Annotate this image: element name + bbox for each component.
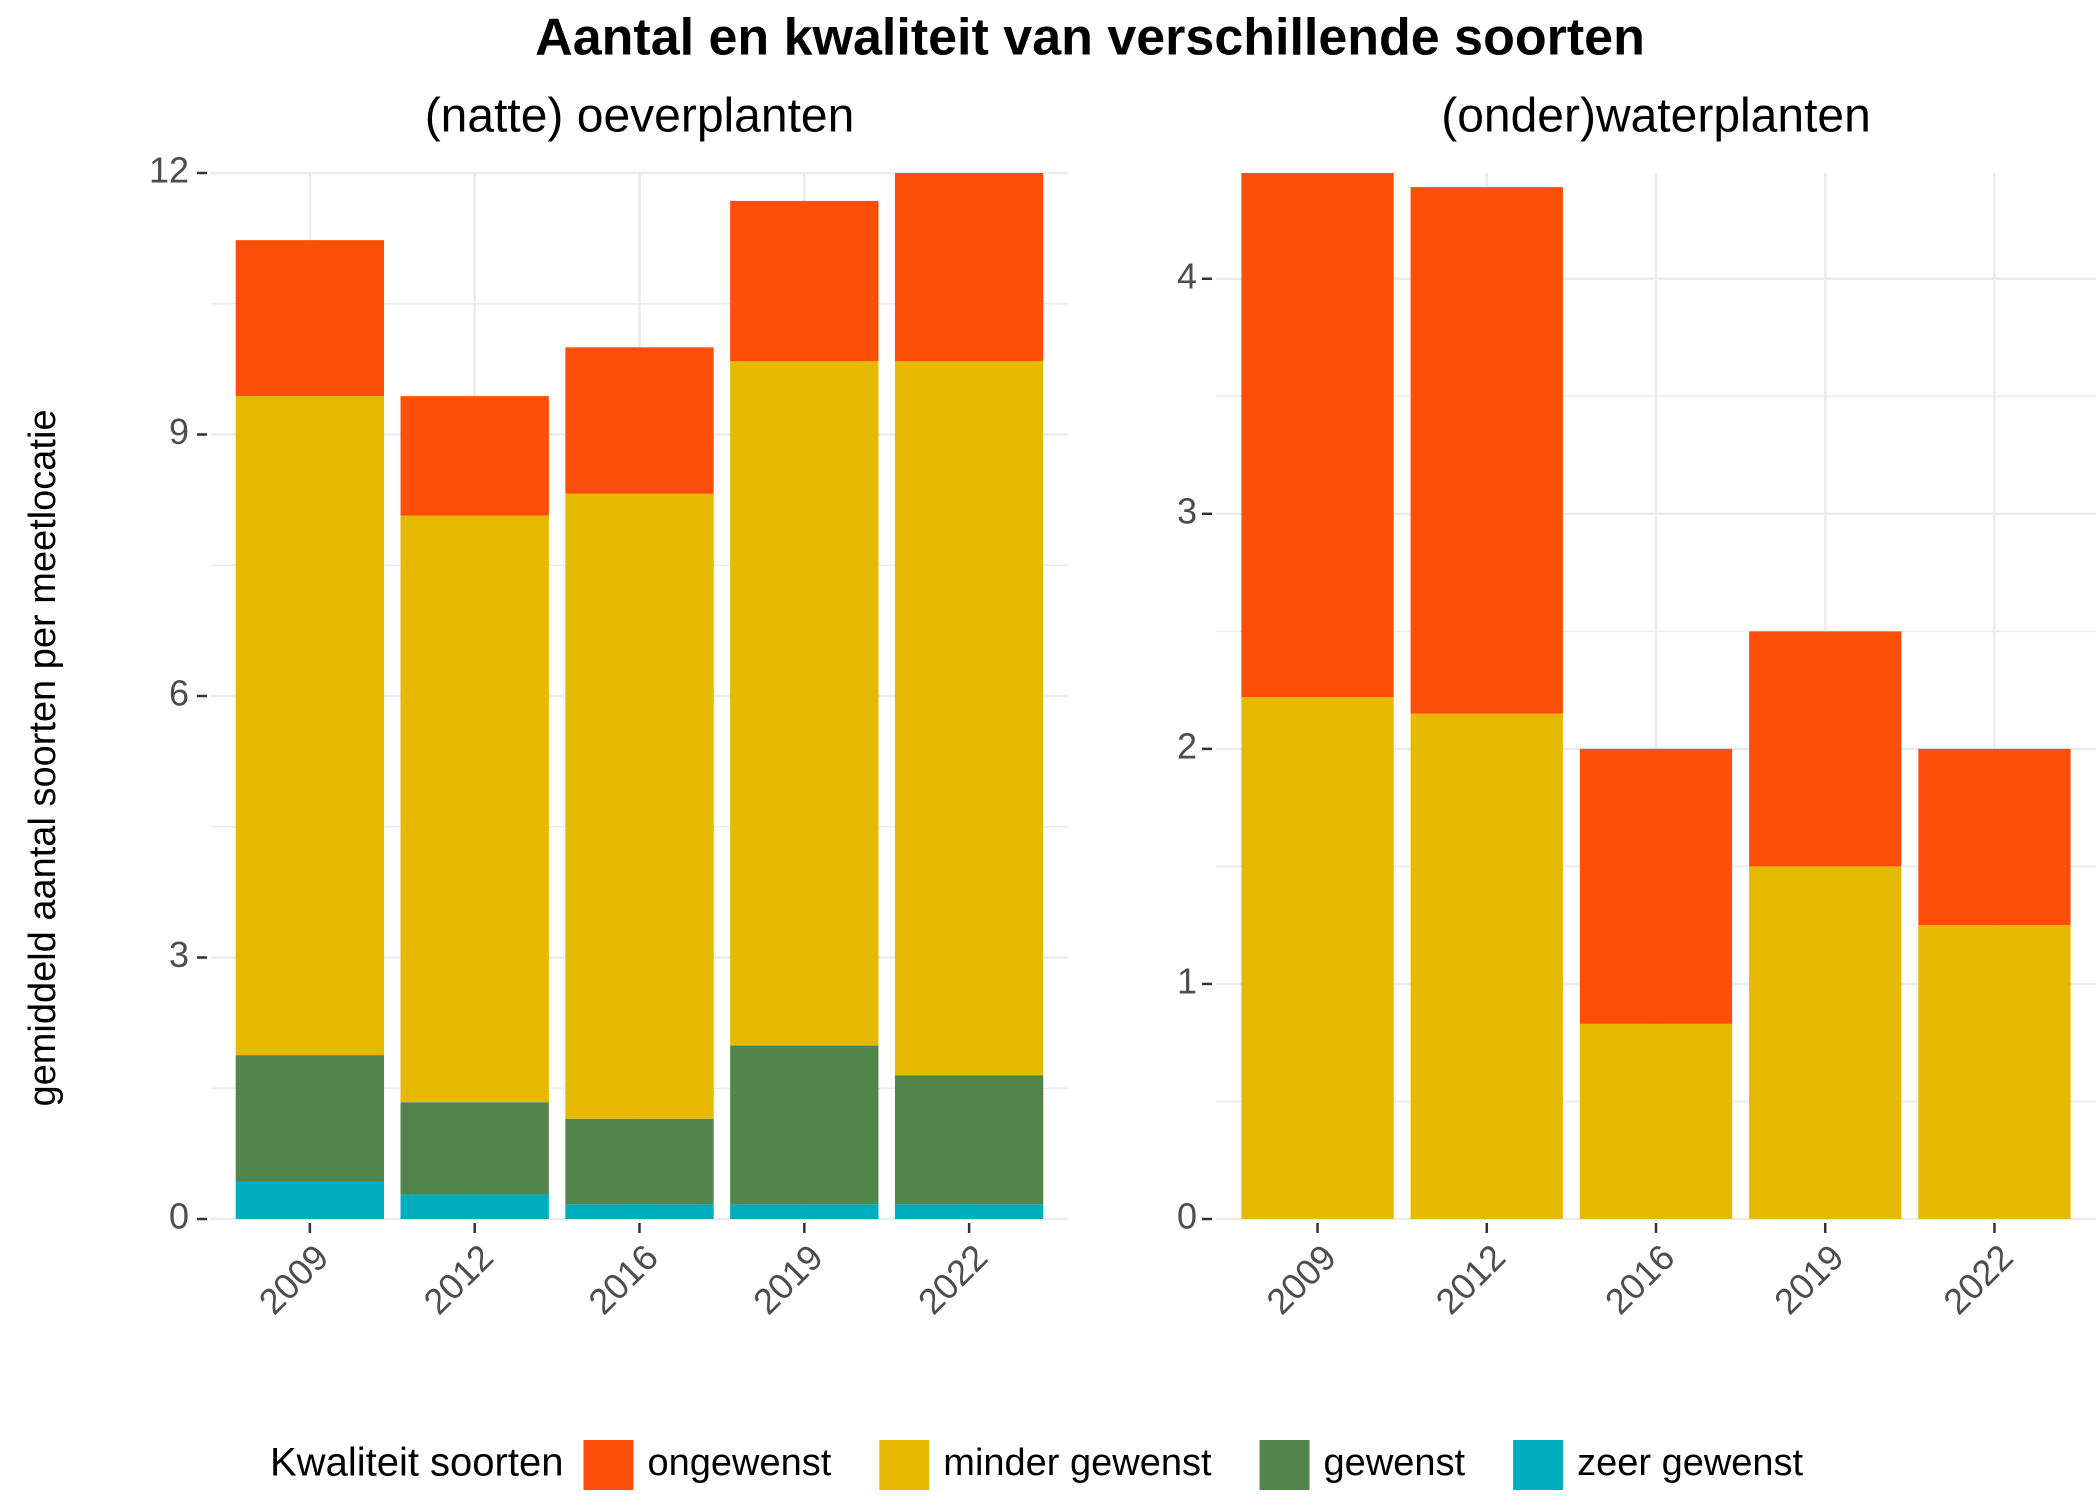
legend-swatch bbox=[583, 1440, 634, 1490]
bar-segment bbox=[235, 1181, 385, 1219]
bar-segment bbox=[1410, 713, 1563, 1219]
x-tick-label: 2012 bbox=[415, 1236, 501, 1322]
legend-label: ongewenst bbox=[647, 1442, 831, 1484]
panel-title: (onder)waterplanten bbox=[1441, 90, 1871, 143]
legend-label: minder gewenst bbox=[943, 1442, 1212, 1484]
bar-segment bbox=[1918, 925, 2071, 1219]
x-tick-label: 2016 bbox=[1597, 1236, 1683, 1322]
bar-segment bbox=[565, 347, 714, 494]
bar-segment bbox=[894, 1075, 1044, 1205]
y-tick-label: 3 bbox=[169, 934, 189, 975]
x-tick-label: 2012 bbox=[1428, 1236, 1514, 1322]
y-tick-label: 0 bbox=[169, 1196, 189, 1237]
y-tick-label: 3 bbox=[1177, 490, 1197, 531]
x-tick-label: 2019 bbox=[745, 1236, 831, 1322]
bar-segment bbox=[1918, 748, 2071, 926]
bar-segment bbox=[730, 200, 879, 362]
bar-segment bbox=[235, 1055, 385, 1182]
bar-segment bbox=[235, 240, 385, 397]
legend-swatch bbox=[1513, 1440, 1564, 1490]
legend-title: Kwaliteit soorten bbox=[270, 1441, 563, 1485]
bar-segment bbox=[894, 173, 1044, 362]
x-tick-label: 2022 bbox=[1935, 1236, 2021, 1322]
bar-segment bbox=[400, 1194, 549, 1219]
panel-title: (natte) oeverplanten bbox=[425, 90, 855, 143]
bar-segment bbox=[400, 396, 549, 516]
bar-segment bbox=[235, 396, 385, 1056]
bar-segment bbox=[730, 1204, 879, 1219]
bar-segment bbox=[1749, 866, 1902, 1219]
x-tick-label: 2019 bbox=[1766, 1236, 1852, 1322]
y-tick-label: 2 bbox=[1177, 725, 1197, 766]
legend-label: gewenst bbox=[1324, 1442, 1466, 1484]
x-tick-label: 2009 bbox=[251, 1236, 337, 1322]
bar-segment bbox=[1579, 748, 1733, 1024]
bar-segment bbox=[1241, 697, 1394, 1219]
x-tick-label: 2022 bbox=[910, 1236, 996, 1322]
bar-segment bbox=[1410, 187, 1563, 714]
legend-swatch bbox=[879, 1440, 930, 1490]
bar-segment bbox=[565, 1204, 714, 1219]
bar-segment bbox=[894, 361, 1044, 1076]
legend-label: zeer gewenst bbox=[1577, 1442, 1803, 1484]
y-tick-label: 4 bbox=[1177, 255, 1197, 296]
bar-segment bbox=[1579, 1023, 1733, 1219]
bar-segment bbox=[894, 1204, 1044, 1219]
y-tick-label: 0 bbox=[1177, 1196, 1197, 1237]
y-tick-label: 9 bbox=[169, 411, 189, 452]
bar-segment bbox=[400, 1102, 549, 1195]
y-axis-title: gemiddeld aantal soorten per meetlocatie bbox=[22, 409, 64, 1106]
bar-segment bbox=[730, 1045, 879, 1205]
x-tick-label: 2009 bbox=[1258, 1236, 1344, 1322]
y-tick-label: 6 bbox=[169, 673, 189, 714]
y-tick-label: 12 bbox=[149, 150, 189, 191]
x-tick-label: 2016 bbox=[580, 1236, 666, 1322]
bar-segment bbox=[730, 361, 879, 1046]
bar-segment bbox=[565, 493, 714, 1119]
bar-segment bbox=[1749, 631, 1902, 867]
bar-segment bbox=[1241, 173, 1394, 698]
legend-swatch bbox=[1259, 1440, 1310, 1490]
bar-segment bbox=[400, 515, 549, 1103]
chart-title: Aantal en kwaliteit van verschillende so… bbox=[535, 9, 1645, 67]
y-tick-label: 1 bbox=[1177, 960, 1197, 1001]
bar-segment bbox=[565, 1118, 714, 1205]
